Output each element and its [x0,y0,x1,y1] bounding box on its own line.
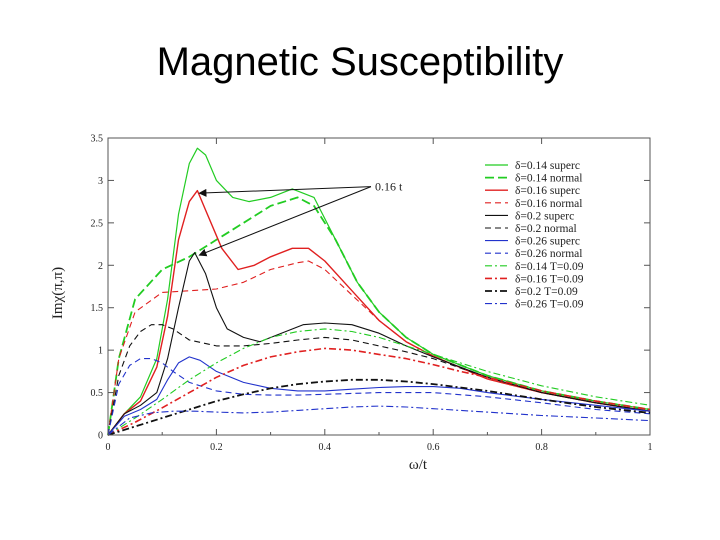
series-line-7 [107,356,651,436]
y-tick-label: 3 [98,176,103,187]
plot-area [107,137,651,436]
series-line-1 [107,147,651,436]
annotation: 0.16 t [198,180,403,257]
series-line-12 [107,405,651,436]
line-chart: 0 0.2 0.4 0.6 0.8 1 0 0.5 1 1.5 2 2.5 3 3.5 δ=0.14 su… [50,134,653,474]
annotation-label: 0.16 t [375,180,403,194]
annotation-arrow-1 [198,186,372,197]
legend-label-8: δ=0.26 normal [515,248,582,260]
series-line-4 [107,260,651,436]
legend-label-7: δ=0.26 superc [515,236,580,248]
legend-label-5: δ=0.2 superc [515,210,574,222]
y-tick-label: 1 [98,346,103,357]
legend-label-9: δ=0.14 T=0.09 [515,261,584,273]
annotation-arrow-2 [198,186,372,257]
y-tick-label: 1.5 [91,303,104,314]
y-tick-label: 0 [98,431,103,442]
series-line-9 [107,328,651,436]
y-tick-label: 2.5 [91,218,104,229]
legend-label-11: δ=0.2 T=0.09 [515,286,578,298]
series-line-5 [107,252,651,436]
y-tick-label: 2 [98,261,103,272]
legend-label-12: δ=0.26 T=0.09 [515,299,584,311]
series-line-6 [107,324,651,436]
legend-label-10: δ=0.16 T=0.09 [515,273,584,285]
x-tick-label: 0.8 [535,442,548,453]
x-tick-label: 0.6 [427,442,440,453]
x-tick-label: 0 [106,442,111,453]
legend-label-3: δ=0.16 superc [515,185,580,197]
series-line-2 [107,196,651,436]
x-tick-label: 0.4 [319,442,332,453]
x-tick-label: 1 [648,442,653,453]
legend-label-2: δ=0.14 normal [515,173,582,185]
legend-label-1: δ=0.14 superc [515,160,580,172]
legend-label-4: δ=0.16 normal [515,198,582,210]
y-tick-label: 3.5 [91,134,104,145]
series-line-11 [107,378,651,436]
slide-title: Magnetic Susceptibility [156,40,564,84]
legend-label-6: δ=0.2 normal [515,223,577,235]
x-tick-label: 0.2 [210,442,223,453]
y-axis-label: Imχ(π,π) [50,267,66,319]
x-axis-label: ω/t [409,457,428,473]
series-line-8 [107,358,651,436]
y-tick-label: 0.5 [91,388,104,399]
series-line-10 [107,347,651,436]
axis-ticks: 0 0.2 0.4 0.6 0.8 1 0 0.5 1 1.5 2 2.5 3 3.5 [91,134,653,454]
